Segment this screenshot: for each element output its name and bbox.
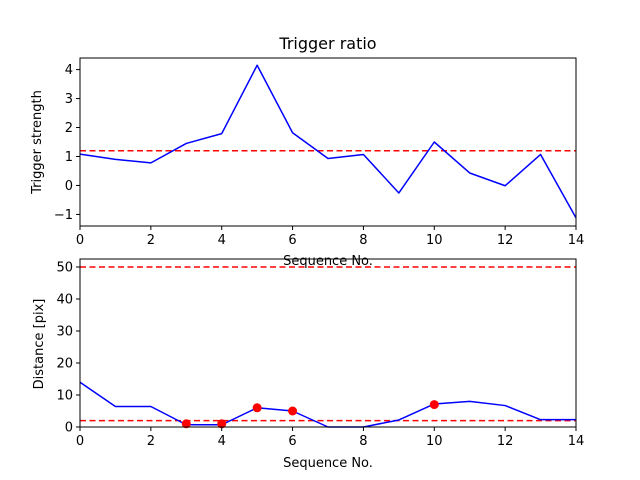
x-tick-label: 8 [359, 434, 367, 449]
y-tick-label: 30 [56, 325, 73, 340]
y-tick-label: 2 [65, 121, 73, 136]
data-point [181, 419, 191, 429]
x-tick-label: 0 [76, 434, 84, 449]
plot-frame [79, 258, 577, 428]
distance-chart: Distance [pix] Sequence No. 0 2 4 6 8 10 12 14 0… [32, 258, 585, 471]
x-tick-label: 14 [568, 434, 585, 449]
y-tick-label: 20 [56, 357, 73, 372]
x-axis-label-top: Sequence No. [283, 254, 373, 269]
x-axis-label: Sequence No. [283, 456, 373, 471]
x-tick-label: 6 [288, 434, 296, 449]
y-tick-label: 50 [56, 261, 73, 276]
data-point [252, 403, 262, 413]
x-tick-label: 12 [497, 233, 514, 248]
x-tick-label: 4 [218, 233, 226, 248]
y-tick-label: 0 [65, 179, 73, 194]
y-tick-label: 10 [56, 389, 73, 404]
x-tick-label: 8 [359, 233, 367, 248]
y-axis-label: Trigger strength [30, 90, 45, 195]
data-point [288, 406, 298, 416]
plot-frame [79, 57, 577, 227]
chart-title: Trigger ratio [278, 34, 376, 53]
y-tick-label: 40 [56, 293, 73, 308]
x-tick-label: 2 [147, 233, 155, 248]
y-tick-label: −1 [54, 208, 73, 223]
data-point [429, 400, 439, 410]
x-tick-label: 4 [218, 434, 226, 449]
data-point [217, 419, 227, 429]
x-tick-label: 6 [288, 233, 296, 248]
trigger-ratio-chart: Trigger ratio Trigger strength 0 2 4 6 8 10 12… [30, 34, 584, 248]
x-tick-label: 2 [147, 434, 155, 449]
x-tick-label: 10 [426, 434, 443, 449]
y-tick-label: 0 [65, 421, 73, 436]
y-tick-label: 3 [65, 92, 73, 107]
x-tick-label: 10 [426, 233, 443, 248]
y-tick-label: 4 [65, 63, 73, 78]
y-axis-label: Distance [pix] [32, 299, 47, 390]
x-tick-label: 12 [497, 434, 514, 449]
series-line [79, 64, 577, 219]
y-tick-label: 1 [65, 150, 73, 165]
x-tick-label: 14 [568, 233, 585, 248]
x-tick-label: 0 [76, 233, 84, 248]
